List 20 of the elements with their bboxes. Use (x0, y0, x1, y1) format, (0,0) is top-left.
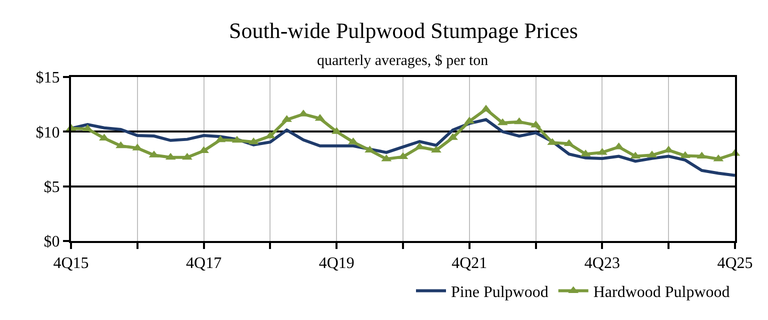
y-tick-label: $15 (36, 70, 60, 87)
x-tick-label: 4Q21 (452, 255, 488, 272)
legend-label: Pine Pulpwood (451, 284, 548, 301)
point (198, 146, 209, 154)
chart-subtitle: quarterly averages, $ per ton (317, 53, 489, 69)
point (182, 152, 192, 160)
point (514, 117, 524, 124)
x-tick-label: 4Q23 (584, 255, 620, 272)
chart-title: South-wide Pulpwood Stumpage Prices (229, 18, 578, 43)
y-tick-label: $0 (44, 234, 60, 251)
y-tick-label: $10 (36, 124, 60, 142)
point (696, 152, 707, 159)
y-tick-label: $5 (44, 178, 60, 196)
point (116, 141, 126, 148)
x-tick-label: 4Q25 (717, 255, 753, 272)
point (597, 148, 608, 155)
x-tick-label: 4Q15 (53, 255, 89, 272)
legend-label: Hardwood Pulpwood (593, 284, 730, 301)
x-tick-label: 4Q19 (318, 255, 354, 272)
x-tick-label: 4Q17 (186, 255, 222, 272)
